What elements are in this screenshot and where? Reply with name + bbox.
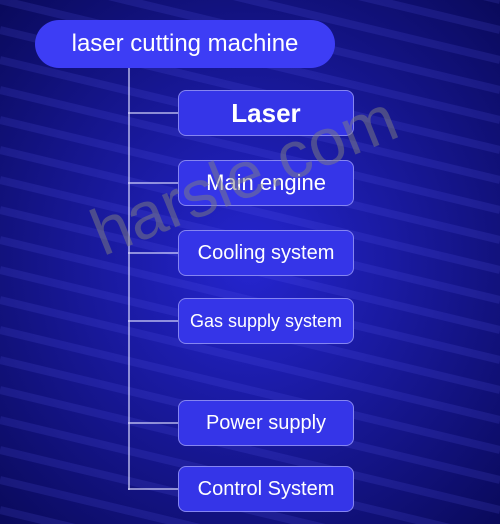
connector-branch-4 [128,422,178,424]
root-label: laser cutting machine [72,30,299,58]
root-node: laser cutting machine [35,20,335,68]
child-node-5: Control System [178,466,354,512]
connector-branch-5 [128,488,178,490]
connector-branch-0 [128,112,178,114]
child-label-0: Laser [231,98,300,129]
connector-branch-3 [128,320,178,322]
child-label-4: Power supply [206,412,326,435]
connector-trunk [128,68,130,490]
child-node-2: Cooling system [178,230,354,276]
child-label-2: Cooling system [198,242,335,265]
child-label-5: Control System [198,478,335,501]
child-node-0: Laser [178,90,354,136]
child-node-4: Power supply [178,400,354,446]
connector-branch-2 [128,252,178,254]
child-node-1: Main engine [178,160,354,206]
connector-branch-1 [128,182,178,184]
diagram-content: laser cutting machine Laser Main engine Co… [0,0,500,524]
child-label-3: Gas supply system [190,311,342,332]
child-node-3: Gas supply system [178,298,354,344]
child-label-1: Main engine [206,170,326,196]
